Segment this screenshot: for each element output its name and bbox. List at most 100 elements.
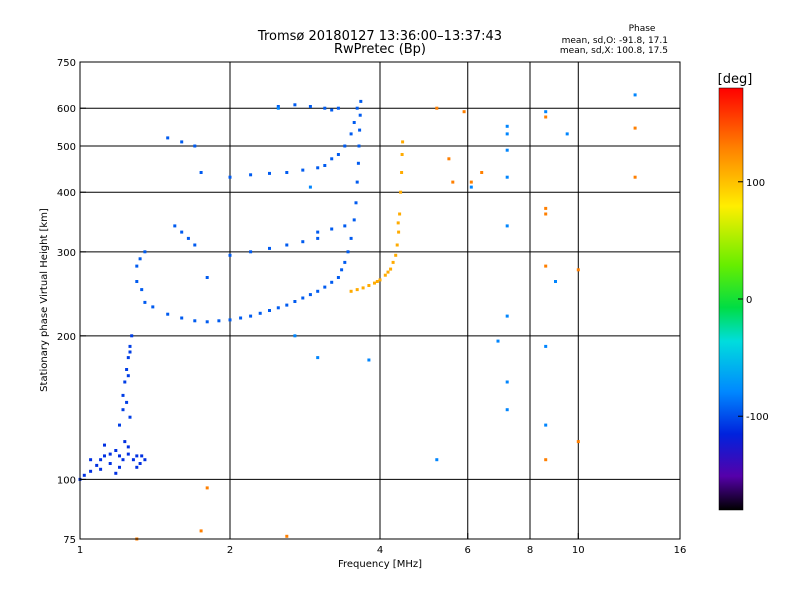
data-point — [180, 230, 184, 234]
data-point — [89, 469, 93, 473]
data-point — [268, 309, 271, 312]
data-point — [143, 458, 147, 462]
data-point — [400, 153, 404, 156]
data-point — [378, 278, 382, 282]
data-point — [118, 465, 121, 469]
data-point — [505, 124, 509, 128]
data-point — [352, 121, 356, 124]
data-point — [505, 132, 509, 136]
data-point — [435, 106, 439, 110]
data-point — [633, 126, 637, 130]
data-point — [462, 110, 466, 114]
data-point — [228, 253, 232, 257]
data-point — [505, 314, 509, 318]
data-point — [308, 105, 312, 108]
data-point — [400, 171, 404, 174]
data-point — [103, 454, 106, 458]
data-point — [173, 224, 177, 228]
data-point — [239, 316, 243, 320]
data-point — [505, 148, 509, 152]
data-point — [358, 128, 362, 132]
data-point — [633, 175, 637, 179]
x-tick-label: 1 — [77, 545, 83, 556]
data-point — [367, 284, 371, 287]
data-point — [293, 300, 297, 303]
data-point — [276, 106, 280, 110]
y-tick-label: 100 — [57, 475, 76, 486]
data-point — [367, 358, 371, 362]
data-point — [391, 260, 395, 264]
data-point — [128, 415, 132, 419]
data-point — [330, 108, 334, 112]
data-point — [186, 236, 190, 240]
data-point — [205, 320, 209, 324]
data-point — [166, 312, 170, 316]
data-point — [336, 276, 340, 279]
data-point — [343, 224, 347, 228]
colorbar-ticks: 100 0 -100 — [738, 178, 769, 423]
colorbar-label: [deg] — [718, 72, 753, 87]
data-point — [355, 106, 359, 110]
data-point — [99, 467, 103, 471]
data-point — [293, 334, 297, 338]
data-point — [375, 280, 379, 283]
data-point — [249, 173, 253, 177]
data-point — [505, 175, 509, 179]
data-point — [469, 185, 473, 189]
data-point — [308, 185, 312, 189]
data-point — [505, 408, 509, 412]
data-point — [505, 224, 509, 228]
data-point — [285, 171, 289, 174]
data-point — [544, 264, 548, 268]
data-point — [401, 140, 405, 144]
chart-title: Tromsø 20180127 13:36:00–13:37:43 — [257, 29, 502, 44]
data-point — [349, 236, 353, 240]
data-point — [355, 288, 359, 292]
data-point — [193, 144, 197, 148]
x-tick-label: 4 — [377, 545, 383, 556]
data-point — [330, 280, 334, 284]
data-point — [228, 318, 232, 322]
data-point — [544, 212, 548, 216]
x-tick-label: 8 — [527, 545, 533, 556]
data-point — [103, 443, 106, 447]
data-point — [126, 452, 130, 456]
stats-heading: Phase — [629, 24, 656, 34]
data-point — [193, 243, 197, 247]
data-point — [301, 240, 305, 244]
data-point — [151, 305, 155, 309]
axis-ticks: 1 2 4 6 8 10 16 75 100 200 300 400 500 600 750 — [57, 58, 686, 556]
data-point — [343, 144, 347, 148]
data-point — [323, 164, 327, 167]
data-point — [356, 161, 360, 165]
data-point — [346, 250, 350, 254]
data-point — [323, 285, 327, 289]
y-tick-label: 200 — [57, 332, 76, 343]
data-point — [95, 463, 99, 467]
data-point — [285, 303, 289, 307]
data-point — [138, 462, 142, 465]
data-point — [135, 454, 139, 458]
data-point — [285, 243, 289, 247]
data-point — [396, 221, 400, 225]
x-tick-label: 16 — [674, 545, 687, 556]
data-point — [268, 246, 271, 250]
data-point — [505, 380, 509, 384]
data-point — [205, 486, 209, 490]
data-point — [128, 350, 132, 354]
data-point — [293, 103, 297, 107]
data-point — [130, 334, 134, 338]
x-tick-label: 6 — [465, 545, 471, 556]
data-point — [383, 273, 387, 277]
data-point — [114, 449, 118, 452]
data-point — [330, 157, 334, 161]
data-point — [135, 465, 139, 469]
data-point — [125, 400, 129, 404]
data-point — [576, 268, 580, 272]
stats-line-x: mean, sd,X: 100.8, 17.5 — [560, 46, 668, 56]
data-point — [228, 175, 232, 179]
data-point — [565, 132, 569, 136]
y-tick-label: 400 — [57, 188, 76, 199]
data-point — [395, 243, 399, 247]
x-tick-label: 2 — [227, 545, 233, 556]
